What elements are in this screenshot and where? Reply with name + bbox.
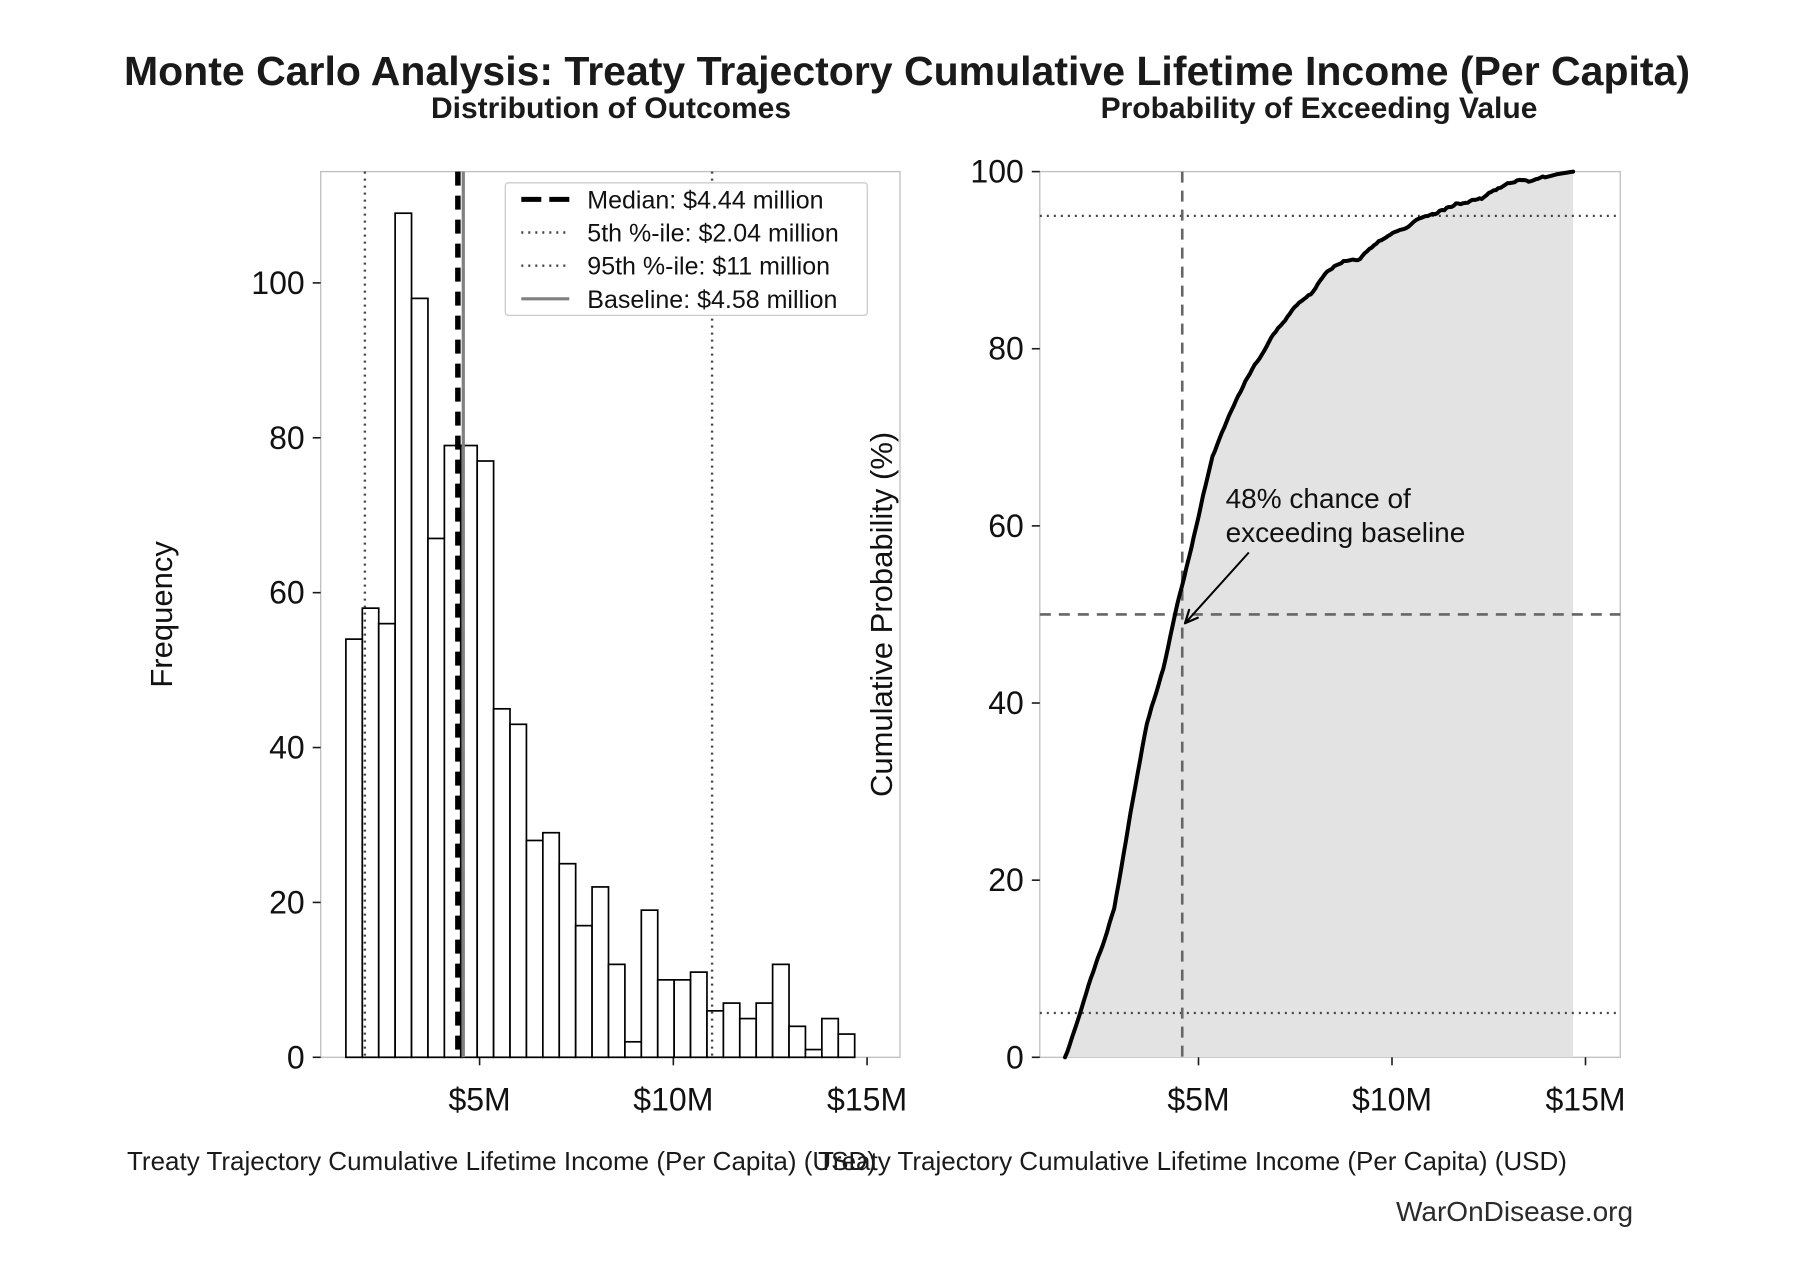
svg-text:40: 40 <box>988 685 1024 721</box>
svg-text:Cumulative Probability (%): Cumulative Probability (%) <box>864 432 899 797</box>
svg-text:$5M: $5M <box>1167 1081 1229 1117</box>
svg-text:80: 80 <box>988 331 1024 367</box>
svg-text:0: 0 <box>1006 1039 1024 1075</box>
svg-text:$10M: $10M <box>1352 1081 1432 1117</box>
svg-text:100: 100 <box>970 154 1023 190</box>
svg-text:exceeding baseline: exceeding baseline <box>1226 517 1466 548</box>
svg-text:20: 20 <box>988 862 1024 898</box>
svg-text:48% chance of: 48% chance of <box>1226 483 1411 514</box>
svg-text:60: 60 <box>988 508 1024 544</box>
svg-text:$15M: $15M <box>1545 1081 1625 1117</box>
